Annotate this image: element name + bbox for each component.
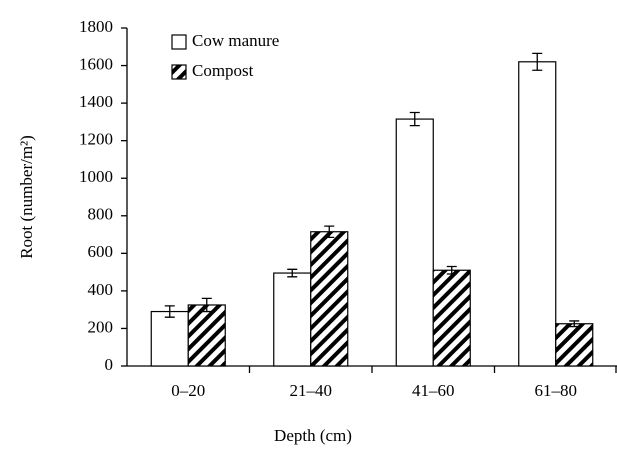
x-tick-label: 21–40 xyxy=(290,381,333,400)
error-bar xyxy=(324,225,335,239)
x-tick-label: 61–80 xyxy=(535,381,578,400)
legend-swatch xyxy=(171,64,187,80)
y-tick-label: 1200 xyxy=(79,130,113,149)
x-tick-label: 0–20 xyxy=(171,381,205,400)
bar xyxy=(395,118,434,367)
y-tick-label: 400 xyxy=(88,280,114,299)
x-axis-title: Depth (cm) xyxy=(274,426,352,445)
error-bar xyxy=(532,52,543,71)
error-bar xyxy=(409,111,420,127)
legend-swatch xyxy=(171,34,187,50)
error-bar xyxy=(287,268,298,278)
y-tick-label: 200 xyxy=(88,317,114,336)
bar xyxy=(432,269,471,367)
legend-label: Cow manure xyxy=(192,31,279,50)
legend-label: Compost xyxy=(192,61,254,80)
y-tick-label: 0 xyxy=(105,355,114,374)
bar xyxy=(150,310,189,367)
error-bar xyxy=(446,265,457,275)
y-tick-label: 1000 xyxy=(79,167,113,186)
y-tick-label: 1800 xyxy=(79,17,113,36)
error-bar xyxy=(164,305,175,318)
y-tick-label: 1400 xyxy=(79,92,113,111)
y-tick-label: 1600 xyxy=(79,54,113,73)
bar xyxy=(273,272,312,367)
x-tick-label: 41–60 xyxy=(412,381,455,400)
error-bar xyxy=(569,320,580,328)
y-tick-label: 800 xyxy=(88,205,114,224)
error-bar xyxy=(201,297,212,313)
y-axis-title: Root (number/m²) xyxy=(17,135,36,259)
bar xyxy=(187,304,226,367)
bar xyxy=(555,323,594,367)
bar xyxy=(518,61,557,367)
y-tick-label: 600 xyxy=(88,242,114,261)
bar xyxy=(310,231,349,367)
